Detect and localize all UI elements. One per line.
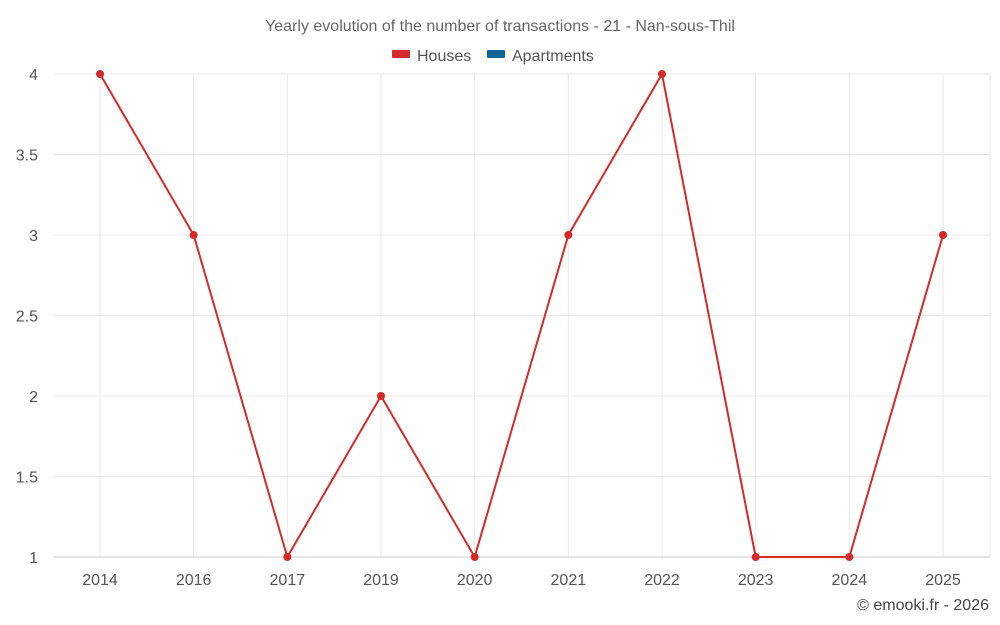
data-point-houses[interactable] [658, 70, 666, 78]
data-point-houses[interactable] [470, 553, 479, 561]
credit-text: © emooki.fr - 2026 [857, 597, 989, 614]
chart-title: Yearly evolution of the number of transa… [265, 18, 735, 35]
y-tick-label: 1.5 [16, 470, 38, 487]
data-point-houses[interactable] [96, 70, 104, 78]
x-tick-label: 2019 [363, 572, 399, 589]
x-tick-label: 2021 [551, 572, 587, 589]
legend-label-houses: Houses [417, 48, 471, 65]
x-tick-label: 2020 [457, 572, 493, 589]
legend-swatch-houses [392, 50, 410, 58]
data-point-houses[interactable] [377, 392, 385, 400]
y-tick-label: 2 [29, 389, 38, 406]
data-point-houses[interactable] [939, 231, 947, 239]
legend-swatch-apartments [487, 50, 505, 58]
grid [53, 73, 991, 558]
x-tick-label: 2025 [925, 572, 961, 589]
data-point-houses[interactable] [845, 553, 854, 561]
legend-item-houses[interactable]: Houses [392, 48, 471, 65]
x-tick-label: 2017 [270, 572, 306, 589]
y-tick-label: 4 [29, 67, 38, 84]
y-tick-label: 3 [29, 228, 38, 245]
data-point-houses[interactable] [189, 231, 198, 239]
data-point-houses[interactable] [564, 231, 573, 239]
legend-item-apartments[interactable]: Apartments [487, 48, 594, 65]
series-group [96, 70, 947, 561]
x-tick-label: 2024 [832, 572, 868, 589]
x-tick-label: 2022 [644, 572, 680, 589]
x-axis: 2014 2016 2017 2019 2020 2021 2022 2023 2024 2025 [82, 572, 961, 589]
data-point-houses[interactable] [283, 553, 292, 561]
series-line-houses [99, 73, 944, 558]
y-tick-label: 2.5 [16, 309, 38, 326]
x-tick-label: 2014 [82, 572, 118, 589]
legend-label-apartments: Apartments [512, 48, 594, 65]
y-axis: 1 1.5 2 2.5 3 3.5 4 [16, 67, 38, 567]
x-tick-label: 2023 [738, 572, 774, 589]
x-tick-label: 2016 [176, 572, 212, 589]
data-point-houses[interactable] [751, 553, 760, 561]
legend: Houses Apartments [392, 48, 594, 65]
y-tick-label: 1 [29, 550, 38, 567]
y-tick-label: 3.5 [16, 148, 38, 165]
